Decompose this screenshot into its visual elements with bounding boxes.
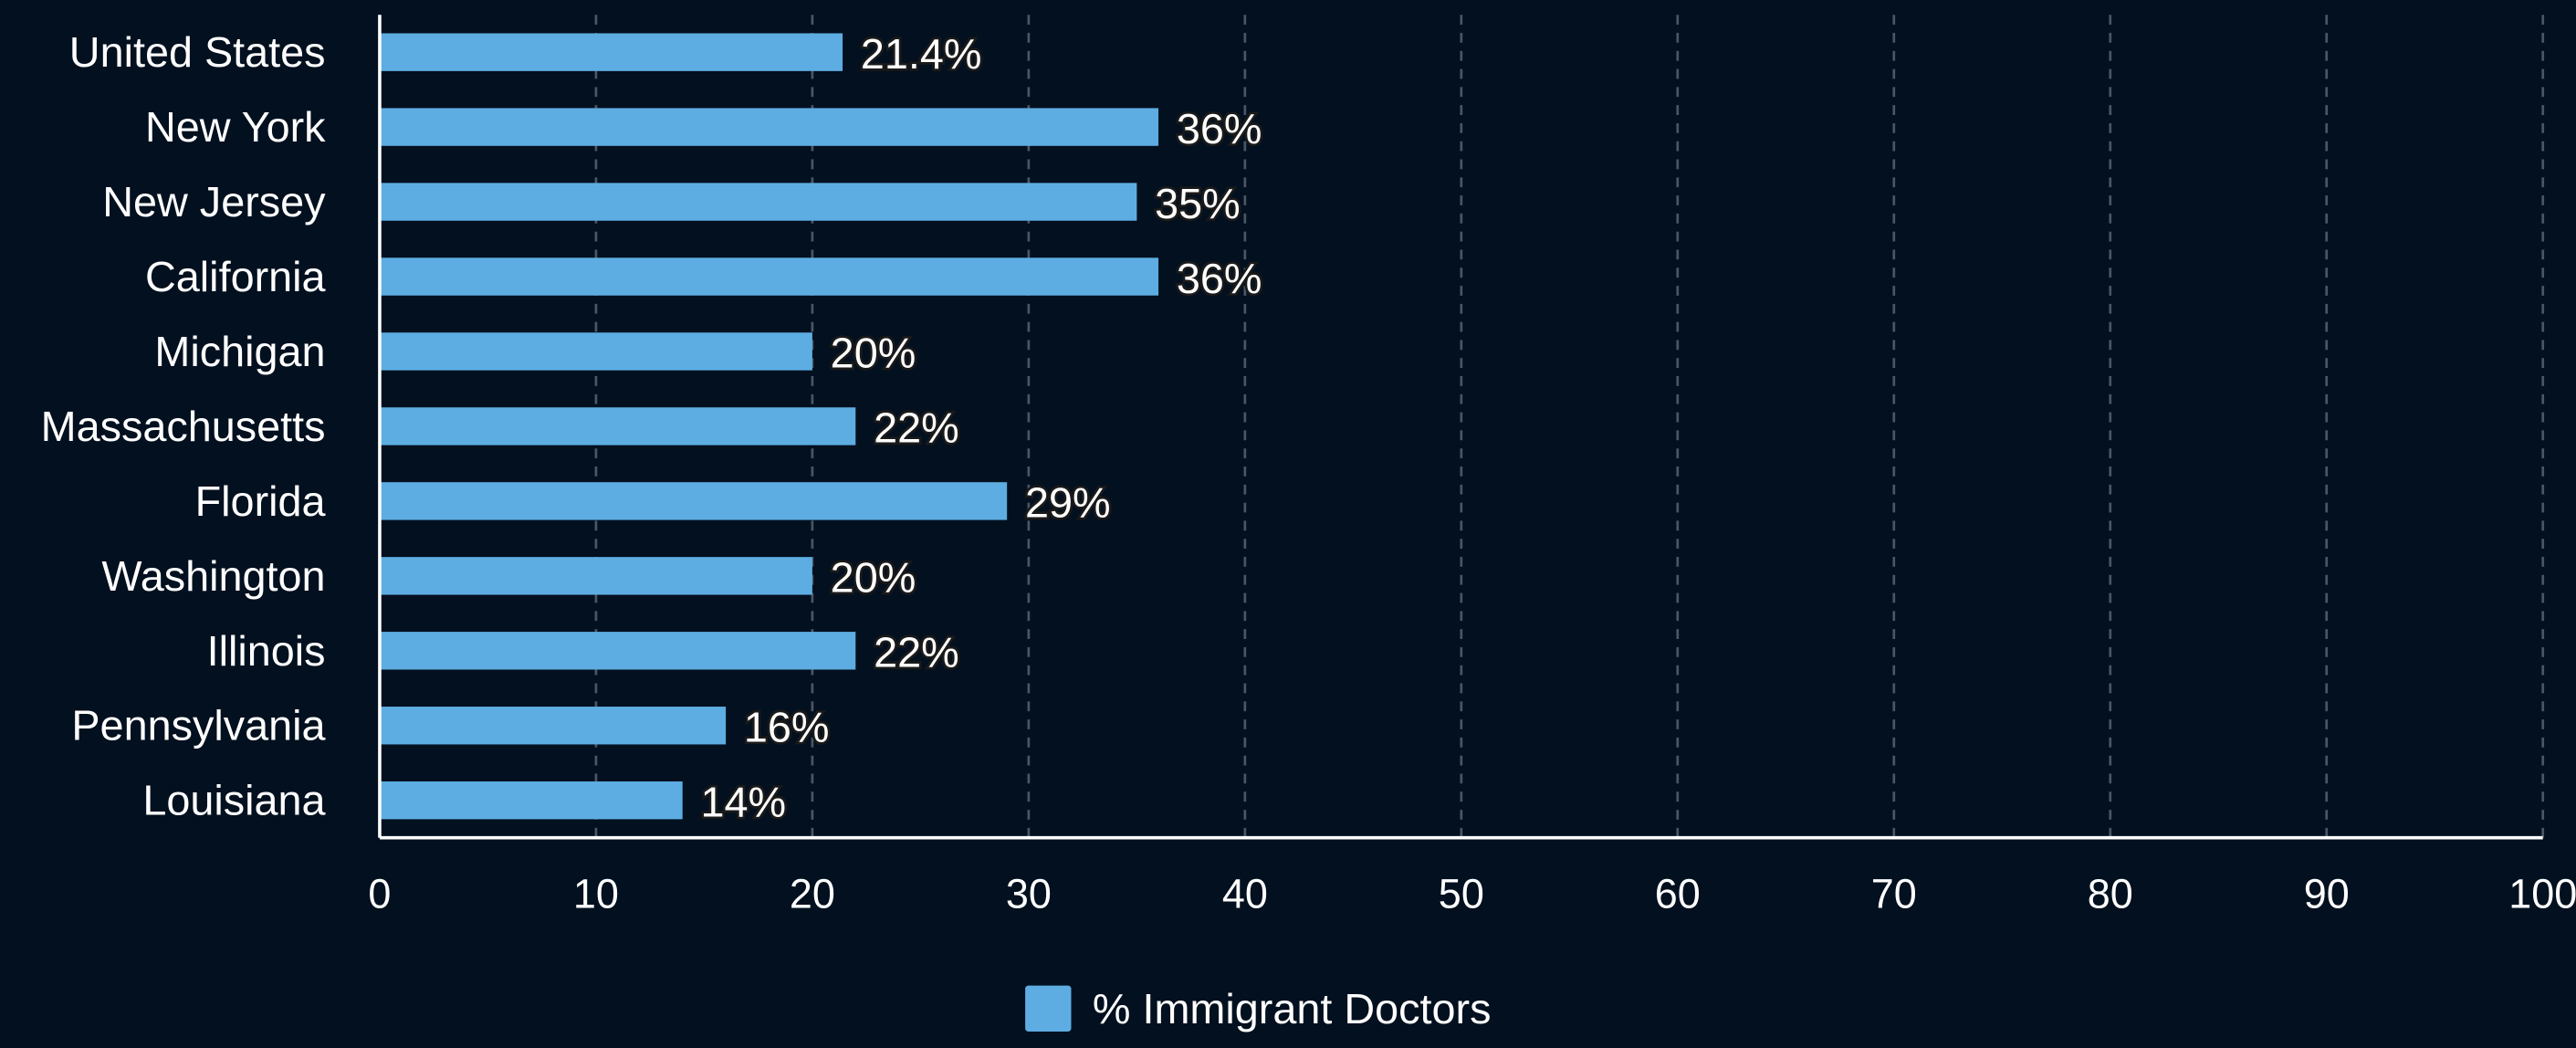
- x-tick-label: 30: [1006, 870, 1052, 917]
- bar: [379, 632, 856, 670]
- bar: [379, 33, 843, 71]
- x-tick-label: 80: [2088, 870, 2133, 917]
- x-tick-label: 60: [1655, 870, 1701, 917]
- data-label: 22%: [874, 404, 959, 452]
- y-tick-label: Louisiana: [142, 777, 326, 824]
- bar: [379, 781, 683, 820]
- y-tick-label: New York: [145, 103, 326, 151]
- bar: [379, 332, 812, 371]
- x-tick-label: 100: [2508, 870, 2576, 917]
- y-tick-label: Washington: [101, 552, 325, 600]
- y-tick-label: Michigan: [154, 328, 325, 375]
- data-label: 36%: [1177, 105, 1262, 152]
- y-tick-label: New Jersey: [102, 178, 326, 225]
- x-tick-label: 20: [790, 870, 835, 917]
- data-label: 20%: [831, 330, 916, 377]
- y-tick-label: Florida: [195, 477, 327, 525]
- y-tick-label: Illinois: [207, 627, 326, 675]
- legend-swatch: [1025, 985, 1072, 1032]
- x-tick-label: 50: [1439, 870, 1484, 917]
- bar: [379, 482, 1008, 520]
- y-tick-label: Pennsylvania: [71, 702, 326, 749]
- data-label: 35%: [1155, 180, 1241, 227]
- data-label: 20%: [831, 554, 916, 602]
- data-label: 16%: [744, 704, 830, 751]
- bar: [379, 183, 1137, 221]
- bar: [379, 407, 856, 445]
- y-tick-label: California: [145, 253, 327, 300]
- data-label: 36%: [1177, 255, 1262, 302]
- bar: [379, 557, 812, 595]
- data-label: 14%: [701, 778, 787, 825]
- x-tick-label: 10: [573, 870, 619, 917]
- data-label: 21.4%: [861, 30, 982, 78]
- data-label: 22%: [874, 629, 959, 676]
- x-tick-label: 70: [1871, 870, 1917, 917]
- bar: [379, 108, 1159, 146]
- y-tick-label: Massachusetts: [41, 403, 326, 450]
- bar: [379, 257, 1159, 296]
- x-tick-label: 90: [2304, 870, 2350, 917]
- data-label: 29%: [1025, 479, 1111, 527]
- x-tick-label: 0: [368, 870, 391, 917]
- x-tick-label: 40: [1222, 870, 1268, 917]
- y-tick-label: United States: [69, 28, 326, 76]
- bar: [379, 707, 727, 745]
- legend-label: % Immigrant Doctors: [1093, 985, 1492, 1032]
